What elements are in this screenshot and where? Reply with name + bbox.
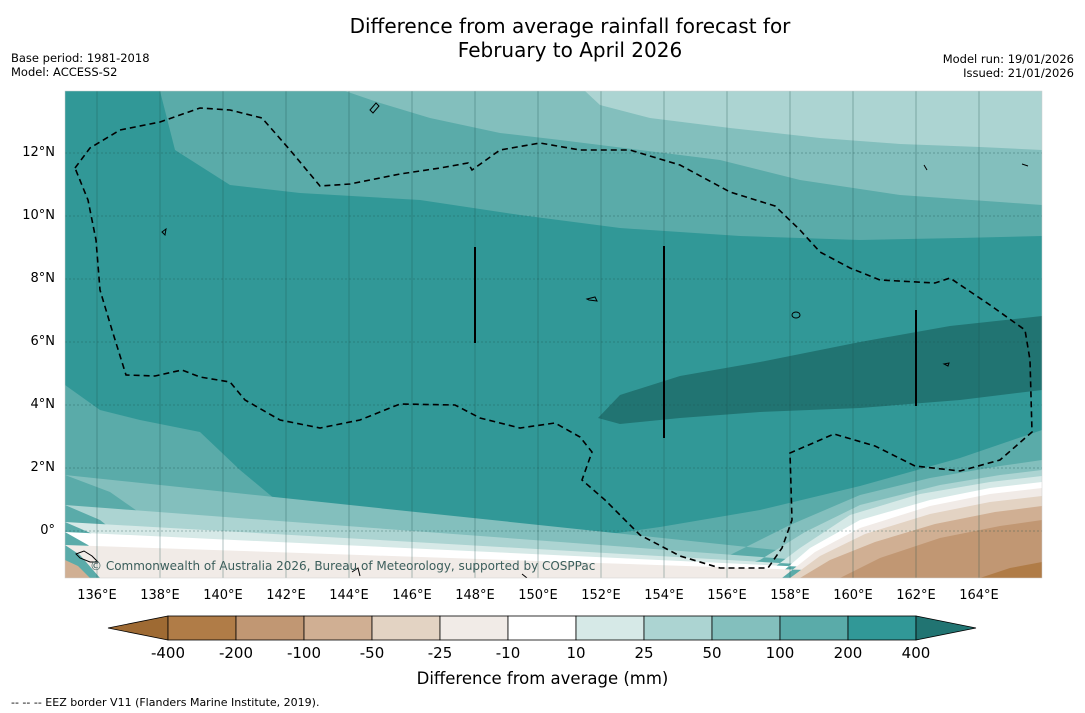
colorbar-tick-label: -200 (218, 644, 254, 662)
colorbar-segment (439, 615, 509, 641)
title-line-1: Difference from average rainfall forecas… (349, 14, 791, 38)
colorbar-title: Difference from average (mm) (416, 669, 669, 688)
colorbar-tick-label: -100 (286, 644, 322, 662)
base-period: Base period: 1981-2018 (11, 51, 150, 65)
islands (75, 102, 1029, 578)
gridlines (65, 91, 1042, 578)
rainfall-map (65, 91, 1042, 578)
lon-label-158e: 158°E (770, 588, 810, 603)
colorbar-tick-label: 200 (833, 644, 863, 662)
colorbar-tick-label: -10 (495, 644, 521, 662)
lat-label-12n: 12°N (22, 145, 55, 160)
contour-minus-10-25 (65, 488, 1042, 578)
model-run: Model run: 19/01/2026 (942, 52, 1074, 66)
colorbar-extend-high (915, 615, 977, 641)
model-name: Model: ACCESS-S2 (11, 65, 118, 79)
meta-right: Model run: 19/01/2026 Issued: 21/01/2026 (943, 52, 1074, 80)
colorbar-segment (235, 615, 305, 641)
contour-25-50-north (585, 91, 1042, 150)
colorbar-segment (779, 615, 849, 641)
meta-left: Base period: 1981-2018 Model: ACCESS-S2 (11, 51, 150, 79)
colorbar-segment (575, 615, 645, 641)
colorbar-segment (847, 615, 917, 641)
colorbar-tick-label: 50 (702, 644, 722, 662)
eez-border (74, 107, 1033, 569)
colorbar-tick-label: 25 (634, 644, 654, 662)
lat-label-0: 0° (40, 523, 55, 538)
copyright-text: © Commonwealth of Australia 2026, Bureau… (90, 559, 596, 573)
lon-label-162e: 162°E (896, 588, 936, 603)
colorbar-segment (507, 615, 577, 641)
eez-footnote: -- -- -- EEZ border V11 (Flanders Marine… (11, 696, 320, 709)
colorbar-segment (303, 615, 373, 641)
lon-label-150e: 150°E (518, 588, 558, 603)
lon-label-142e: 142°E (266, 588, 306, 603)
lat-label-6n: 6°N (30, 334, 56, 349)
lon-label-146e: 146°E (392, 588, 432, 603)
colorbar-tick-label: 400 (901, 644, 931, 662)
lat-label-2n: 2°N (30, 460, 56, 475)
lon-label-148e: 148°E (455, 588, 495, 603)
lon-label-156e: 156°E (707, 588, 747, 603)
contour-minus-200-400 (980, 562, 1042, 578)
colorbar-tick-label: -25 (427, 644, 453, 662)
colorbar-tick-label: 10 (566, 644, 586, 662)
contour-minus-100-200 (840, 520, 1042, 578)
colorbar-tick-label: 100 (765, 644, 795, 662)
lat-label-4n: 4°N (30, 397, 56, 412)
title-line-2: February to April 2026 (457, 38, 683, 62)
issued-date: Issued: 21/01/2026 (963, 66, 1074, 80)
lon-label-136e: 136°E (77, 588, 117, 603)
colorbar-segment (711, 615, 781, 641)
lat-label-8n: 8°N (30, 271, 56, 286)
colorbar (107, 615, 977, 641)
colorbar-extend-low (107, 615, 169, 641)
lon-label-154e: 154°E (644, 588, 684, 603)
lon-label-152e: 152°E (581, 588, 621, 603)
lat-label-10n: 10°N (22, 208, 55, 223)
lon-label-160e: 160°E (833, 588, 873, 603)
lon-label-140e: 140°E (203, 588, 243, 603)
colorbar-segment (167, 615, 237, 641)
colorbar-segment (643, 615, 713, 641)
colorbar-tick-label: -50 (359, 644, 385, 662)
map-frame (64, 90, 1043, 579)
contour-above-400 (598, 316, 1042, 424)
colorbar-tick-label: -400 (150, 644, 186, 662)
colorbar-segment (371, 615, 441, 641)
map-title: Difference from average rainfall forecas… (0, 14, 1085, 62)
lon-label-138e: 138°E (140, 588, 180, 603)
lon-label-144e: 144°E (329, 588, 369, 603)
contour-south-west-minus (65, 560, 90, 578)
lon-label-164e: 164°E (959, 588, 999, 603)
